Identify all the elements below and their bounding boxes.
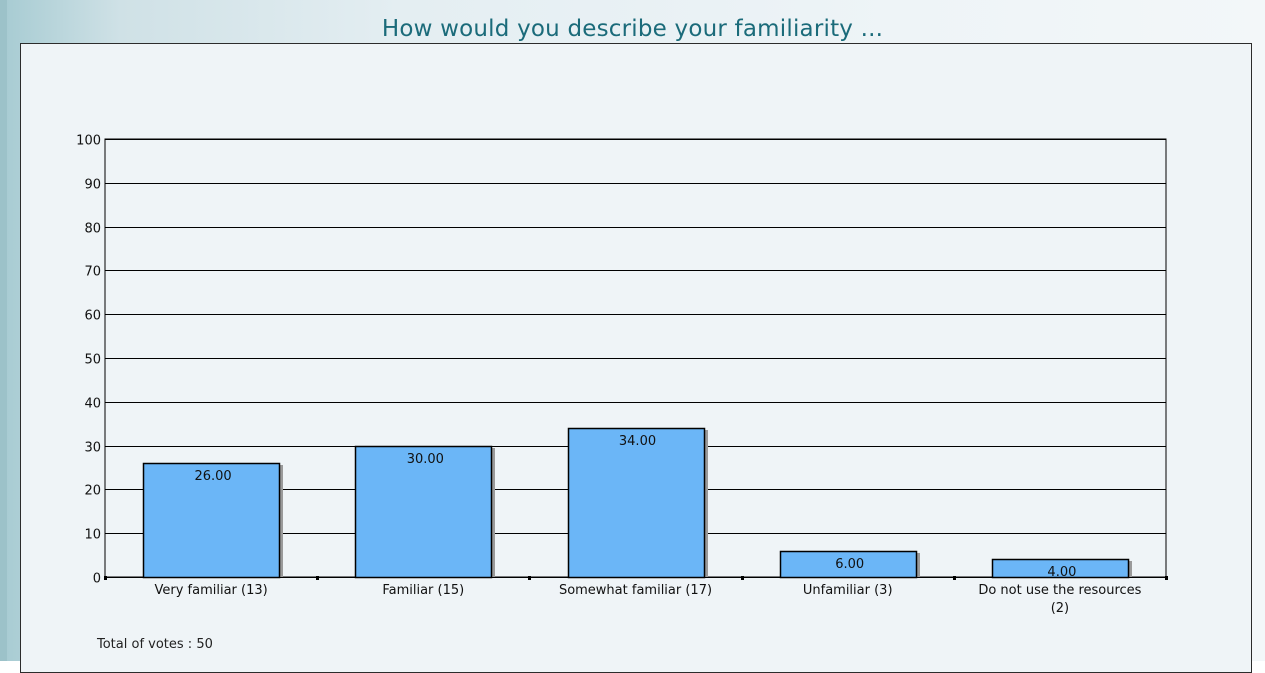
bar-value-label: 4.00 <box>1047 565 1076 580</box>
y-tick-label: 10 <box>84 528 101 543</box>
bar-value-label: 26.00 <box>194 469 231 484</box>
y-tick-label: 20 <box>84 484 101 499</box>
y-tick-label: 40 <box>84 397 101 412</box>
bar <box>991 558 1130 579</box>
x-tick-label: Somewhat familiar (17) <box>559 583 712 598</box>
y-tick-label: 30 <box>84 441 101 456</box>
y-tick-label: 90 <box>84 178 101 193</box>
y-tick-label: 50 <box>84 353 101 368</box>
x-tick-label: Very familiar (13) <box>154 583 267 598</box>
bar <box>354 445 493 579</box>
bar-value-label: 30.00 <box>407 452 444 467</box>
x-tick-label: Familiar (15) <box>382 583 464 598</box>
y-tick-label: 60 <box>84 309 101 324</box>
left-accent-bar <box>0 0 7 661</box>
y-tick-label: 70 <box>84 265 101 280</box>
x-tick-mark <box>741 576 744 580</box>
x-tick-label: Unfamiliar (3) <box>803 583 893 598</box>
bar <box>779 550 918 579</box>
y-tick-label: 80 <box>84 222 101 237</box>
x-tick-mark <box>528 576 531 580</box>
x-tick-mark <box>1165 576 1168 580</box>
bar <box>567 427 706 579</box>
chart-title: How would you describe your familiarity … <box>381 16 884 42</box>
x-tick-mark <box>953 576 956 580</box>
bar-value-label: 6.00 <box>835 557 864 572</box>
y-tick-label: 0 <box>93 572 101 587</box>
bar <box>142 462 281 579</box>
y-tick-label: 100 <box>76 134 101 149</box>
x-tick-mark <box>316 576 319 580</box>
total-votes-label: Total of votes : 50 <box>97 637 213 652</box>
x-tick-label: Do not use the resources <box>978 583 1141 598</box>
bar-value-label: 34.00 <box>619 434 656 449</box>
x-tick-mark <box>104 576 107 580</box>
x-tick-label: (2) <box>1051 601 1069 616</box>
